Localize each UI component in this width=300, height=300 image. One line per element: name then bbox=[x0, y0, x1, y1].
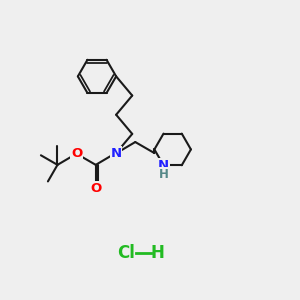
Text: Cl: Cl bbox=[118, 244, 135, 262]
Text: O: O bbox=[90, 182, 101, 195]
Text: N: N bbox=[158, 159, 169, 172]
Text: N: N bbox=[111, 147, 122, 160]
Text: O: O bbox=[71, 147, 82, 160]
Text: H: H bbox=[159, 168, 169, 181]
Text: H: H bbox=[150, 244, 164, 262]
